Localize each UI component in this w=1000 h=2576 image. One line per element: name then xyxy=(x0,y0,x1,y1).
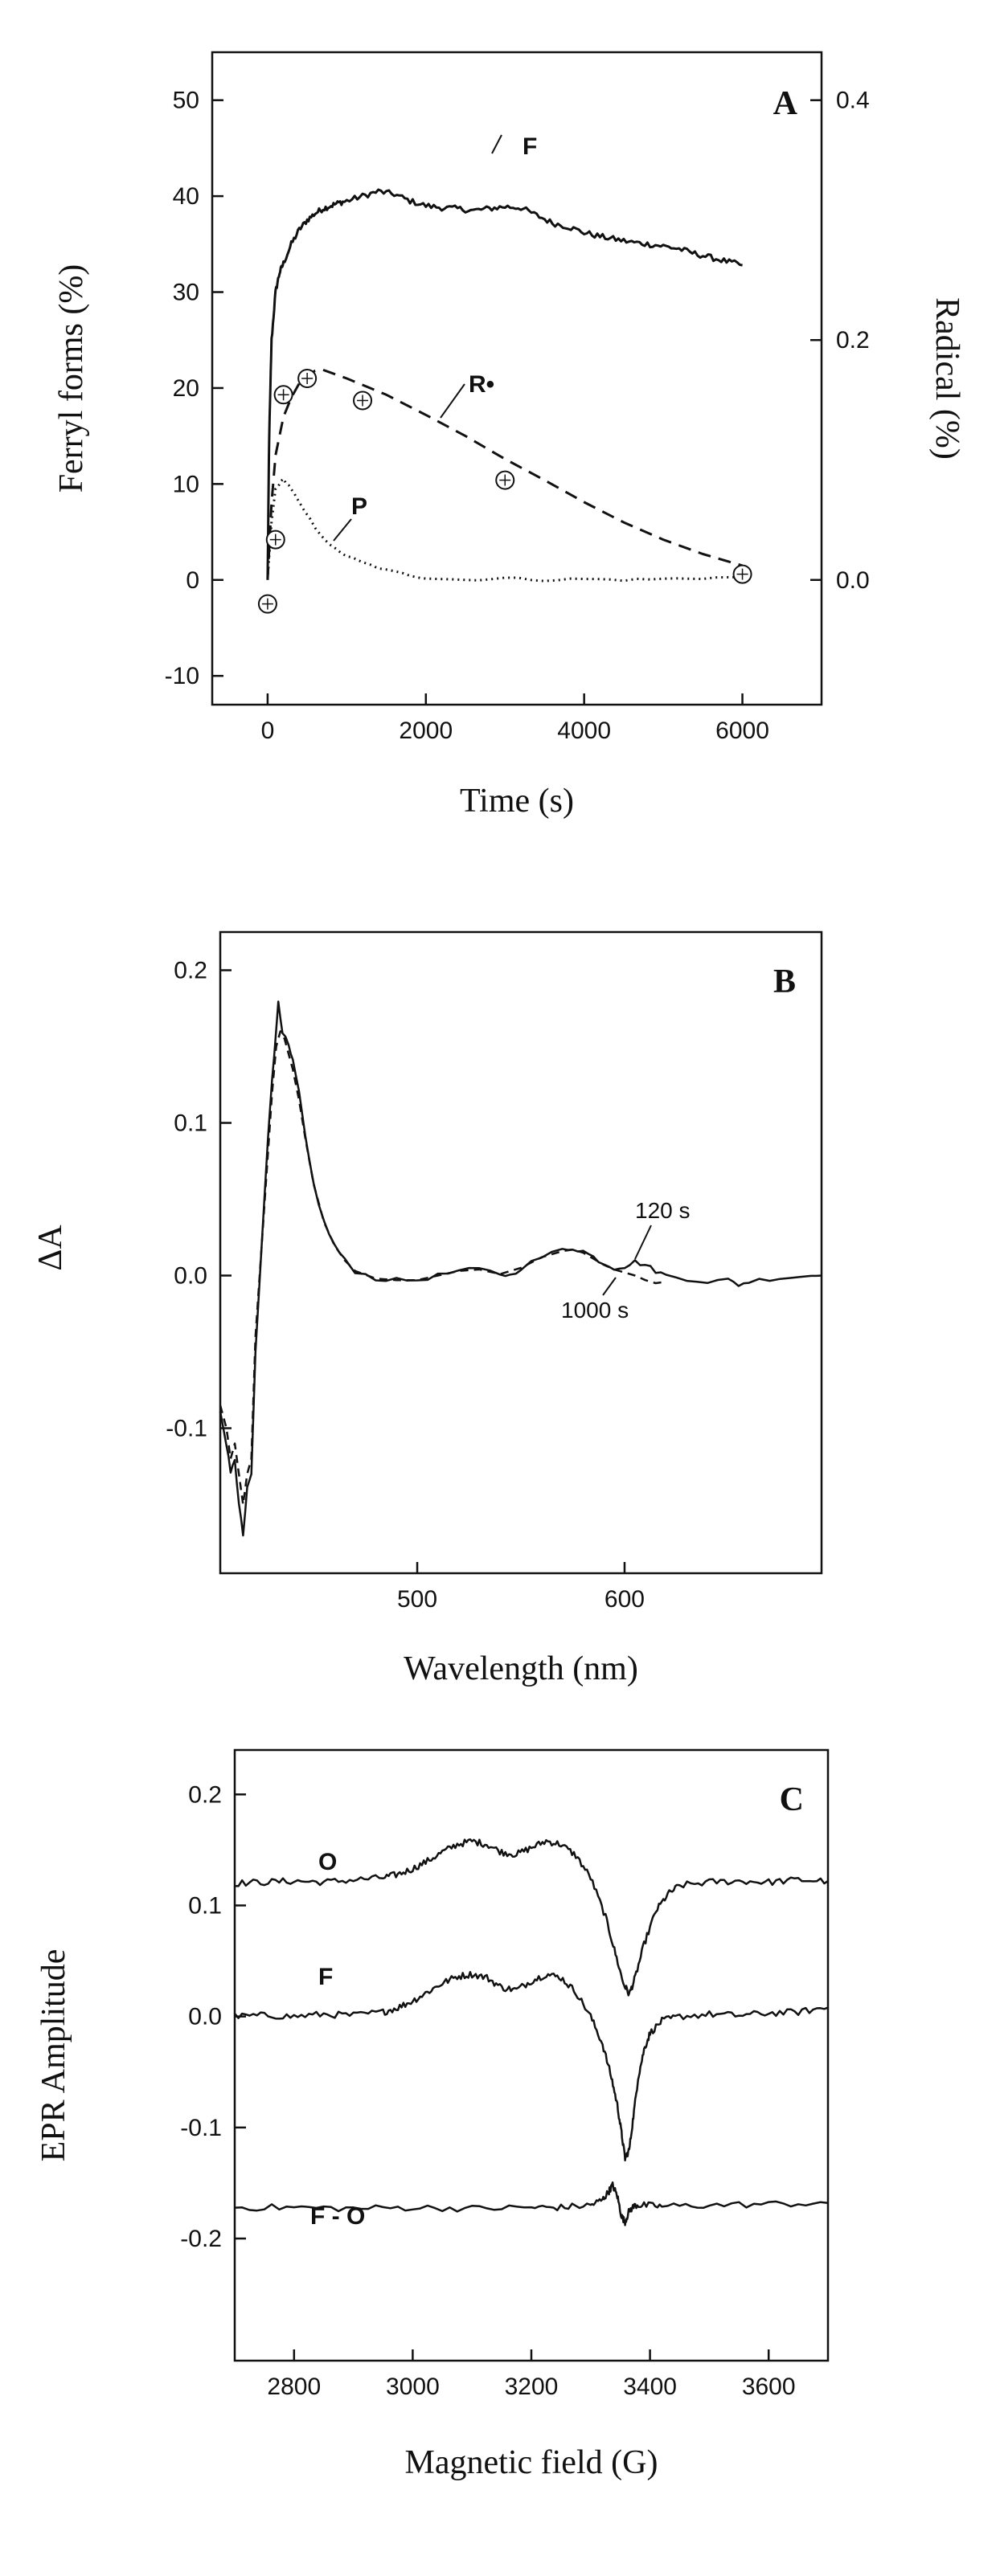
panel-c-xlabel: Magnetic field (G) xyxy=(405,2444,658,2481)
panel-a-xtick-label: 6000 xyxy=(715,718,769,744)
leader-f xyxy=(491,134,502,154)
panel-a-frame xyxy=(211,51,823,706)
panel-c-ytick-label: 0.2 xyxy=(188,1781,222,1808)
leader-120s xyxy=(634,1225,652,1260)
panel-c-xtick-label: 2800 xyxy=(267,2374,321,2400)
panel-c-xtick-label: 3200 xyxy=(505,2374,559,2400)
panel-c-ylabel: EPR Amplitude xyxy=(35,1949,72,2162)
panel-c-label: C xyxy=(780,1781,804,1818)
panel-a-label: A xyxy=(773,85,798,122)
leader-1000s xyxy=(602,1277,617,1296)
panel-b-ytick-label: -0.1 xyxy=(166,1416,207,1442)
panel-c-xtick-label: 3600 xyxy=(742,2374,796,2400)
panel-b-ytick-label: 0.1 xyxy=(174,1110,207,1137)
panel-a-ytick-label: -10 xyxy=(165,663,199,689)
radical-point xyxy=(732,564,752,584)
panel-a-series-r xyxy=(266,368,744,580)
panel-c-series-o xyxy=(234,1838,829,1997)
panel-a-ytick-label: 40 xyxy=(173,183,199,210)
panel-c-ytick-label: -0.1 xyxy=(180,2115,222,2141)
panel-b-label: B xyxy=(773,963,796,1000)
panel-c-frame xyxy=(233,1748,830,2362)
panel-a-ytick-label: 10 xyxy=(173,471,199,497)
panel-b-ylabel: ΔA xyxy=(32,1225,69,1271)
panel-a-series-f xyxy=(266,188,743,579)
panel-a-ytick-label: 20 xyxy=(173,375,199,402)
panel-b-ytick-label: 0.0 xyxy=(174,1263,207,1290)
annotation-120s: 120 s xyxy=(635,1198,691,1223)
panel-a-y2tick-label: 0.2 xyxy=(836,327,870,354)
annotation-1000s: 1000 s xyxy=(561,1298,629,1323)
panel-a-ytick-label: 30 xyxy=(173,280,199,306)
panel-b-xtick-label: 500 xyxy=(397,1586,437,1613)
panel-c-ytick-label: -0.2 xyxy=(180,2226,222,2252)
panel-a-ytick-label: 0 xyxy=(186,567,199,594)
panel-a-ylabel: Ferryl forms (%) xyxy=(53,264,90,493)
panel-a-series-p xyxy=(266,477,743,583)
panel-b-frame xyxy=(219,930,823,1575)
panel-c-ytick-label: 0.1 xyxy=(188,1892,222,1919)
radical-point xyxy=(297,369,318,388)
panel-b-xtick-label: 600 xyxy=(605,1586,645,1613)
panel-c-ytick-label: 0.0 xyxy=(188,2004,222,2030)
radical-point xyxy=(353,390,373,411)
trace-label-o: O xyxy=(318,1849,337,1875)
trace-label-f: F xyxy=(318,1964,333,1990)
series-label-p: P xyxy=(351,493,367,520)
panel-a-xtick-label: 0 xyxy=(261,718,275,744)
trace-label-f-o: F - O xyxy=(310,2203,365,2230)
series-label-f: F xyxy=(523,133,537,160)
panel-a-y2tick-label: 0.4 xyxy=(836,88,870,114)
panel-a-y2label: Radical (%) xyxy=(928,297,965,460)
panel-a: 0 2000 4000 6000 -10 0 10 20 30 40 50 0.0 0.2 0.4 A T… xyxy=(53,51,965,820)
radical-point xyxy=(257,594,277,614)
leader-p xyxy=(333,518,352,542)
panel-a-ytick-label: 50 xyxy=(173,88,199,114)
panel-b: 500 600 -0.1 0.0 0.1 0.2 B Wavelength (nm) ΔA… xyxy=(32,930,823,1687)
panel-b-series-1000-s xyxy=(219,1030,666,1506)
panel-c-xtick-label: 3000 xyxy=(386,2374,440,2400)
radical-point xyxy=(273,385,293,405)
radical-point xyxy=(265,530,285,550)
panel-a-xtick-label: 2000 xyxy=(399,718,453,744)
panel-c-series-f-o xyxy=(234,2181,829,2226)
panel-a-y2tick-label: 0.0 xyxy=(836,567,870,594)
leader-r xyxy=(440,383,465,419)
radical-point xyxy=(495,470,515,490)
panel-a-xlabel: Time (s) xyxy=(460,783,574,820)
panel-c: 2800 3000 3200 3400 3600-0.2-0.10.00.10.2 C … xyxy=(35,1748,830,2481)
panel-a-xtick-label: 4000 xyxy=(557,718,611,744)
panel-c-xtick-label: 3400 xyxy=(623,2374,677,2400)
panel-c-series-f xyxy=(234,1971,829,2162)
panel-b-xlabel: Wavelength (nm) xyxy=(404,1650,638,1687)
panel-b-ytick-label: 0.2 xyxy=(174,958,207,984)
series-label-r: R• xyxy=(469,371,494,398)
